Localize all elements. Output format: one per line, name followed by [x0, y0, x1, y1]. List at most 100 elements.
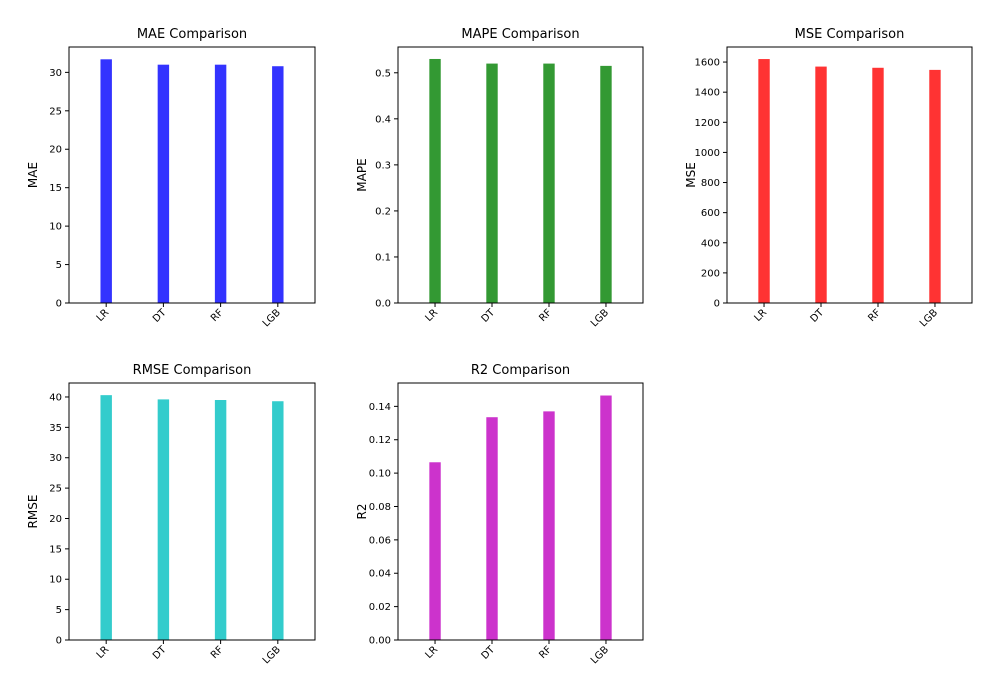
x-tick-label: LR [753, 307, 770, 324]
x-tick-label: LGB [589, 307, 611, 329]
x-tick-label: LGB [261, 644, 283, 666]
bar-dt [815, 66, 827, 303]
bar-rf [543, 411, 555, 640]
y-tick-label: 0.00 [369, 636, 391, 647]
y-tick-label: 1200 [695, 118, 720, 129]
x-tick-label: DT [151, 307, 169, 325]
x-tick-label: LR [95, 307, 112, 324]
y-tick-label: 0.4 [375, 114, 391, 125]
y-tick-label: 30 [49, 68, 62, 79]
y-axis-label: MSE [684, 162, 698, 188]
bar-lr [100, 395, 112, 640]
x-tick-label: DT [480, 644, 498, 662]
y-axis-label: MAE [26, 162, 40, 188]
chart-panel-1: 0.0 0.1 0.2 0.3 0.4 0.5 LR DT RF LGB MAPE Comparis… [355, 27, 644, 329]
x-tick-label: RF [209, 307, 226, 324]
y-tick-label: 0 [56, 299, 62, 310]
y-tick-label: 10 [49, 222, 62, 233]
x-tick-label: LR [95, 644, 112, 661]
axes-frame [397, 382, 644, 641]
y-tick-label: 10 [49, 575, 62, 586]
y-tick-label: 0.0 [375, 299, 391, 310]
bar-lr [429, 58, 441, 303]
bar-dt [486, 417, 498, 640]
x-tick-label: RF [866, 307, 883, 324]
bar-lr [758, 59, 770, 303]
y-axis-label: MAPE [355, 158, 369, 191]
chart-panel-2: 0 200 400 600 800 1000 1200 1400 1600 LR DT RF LGB MS… [684, 27, 973, 329]
y-tick-label: 0.08 [369, 502, 391, 513]
y-tick-label: 35 [49, 423, 62, 434]
y-tick-label: 1000 [695, 148, 720, 159]
y-tick-label: 25 [49, 484, 62, 495]
bar-lgb [272, 401, 284, 640]
y-tick-label: 0.14 [369, 402, 391, 413]
y-tick-label: 0.12 [369, 435, 391, 446]
x-tick-label: LR [424, 307, 441, 324]
bar-dt [157, 64, 170, 304]
y-tick-label: 0.3 [375, 160, 391, 171]
y-tick-label: 400 [701, 238, 720, 249]
y-tick-label: 30 [49, 453, 62, 464]
bar-rf [214, 400, 227, 640]
y-tick-label: 1400 [695, 88, 720, 99]
x-tick-label: RF [537, 307, 554, 324]
y-tick-label: 15 [49, 183, 62, 194]
y-axis-label: RMSE [26, 495, 40, 529]
axes-frame [726, 46, 973, 304]
x-tick-label: RF [209, 644, 226, 661]
bar-lgb [929, 69, 941, 303]
y-tick-label: 0.04 [369, 569, 391, 580]
bar-lr [100, 59, 112, 303]
x-tick-label: DT [480, 307, 498, 325]
x-tick-label: LR [424, 644, 441, 661]
bar-dt [486, 63, 498, 303]
bar-lgb [272, 66, 284, 303]
y-tick-label: 20 [49, 145, 62, 156]
y-tick-label: 5 [56, 605, 62, 616]
x-tick-label: DT [809, 307, 827, 325]
y-tick-label: 200 [701, 268, 720, 279]
y-tick-label: 40 [49, 392, 62, 403]
y-tick-label: 800 [701, 178, 720, 189]
y-tick-label: 25 [49, 106, 62, 117]
y-tick-label: 5 [56, 260, 62, 271]
chart-panel-3: 0 5 10 15 20 25 30 35 40 LR DT RF LGB RMSE Comparison… [26, 363, 316, 666]
chart-panel-4: 0.00 0.02 0.04 0.06 0.08 0.10 0.12 0.14 LR DT RF LG… [355, 363, 644, 666]
x-tick-label: LGB [918, 307, 940, 329]
x-tick-label: RF [537, 644, 554, 661]
y-tick-label: 20 [49, 514, 62, 525]
y-tick-label: 0.02 [369, 602, 391, 613]
chart-title: MAPE Comparison [461, 27, 579, 42]
y-tick-label: 0.5 [375, 68, 391, 79]
y-axis-label: R2 [355, 504, 369, 520]
y-tick-label: 15 [49, 544, 62, 555]
bar-lgb [600, 65, 612, 303]
y-tick-label: 0 [714, 299, 720, 310]
x-tick-label: LGB [589, 644, 611, 666]
y-tick-label: 0.10 [369, 469, 391, 480]
axes-frame [397, 46, 644, 304]
chart-title: MAE Comparison [137, 27, 247, 42]
y-tick-label: 0.1 [375, 252, 391, 263]
bar-rf [214, 64, 227, 304]
y-tick-label: 0.06 [369, 535, 391, 546]
chart-title: RMSE Comparison [133, 363, 252, 378]
bar-lr [429, 462, 441, 640]
x-tick-label: DT [151, 644, 169, 662]
y-tick-label: 600 [701, 208, 720, 219]
chart-title: MSE Comparison [795, 27, 905, 42]
axes-frame [68, 46, 316, 304]
bar-lgb [600, 395, 612, 640]
y-tick-label: 1600 [695, 58, 720, 69]
bar-rf [543, 63, 555, 303]
axes-frame [68, 382, 316, 641]
chart-panel-0: 0 5 10 15 20 25 30 LR DT RF LGB MAE Comparison MAE [26, 27, 316, 329]
chart-title: R2 Comparison [471, 363, 570, 378]
y-tick-label: 0.2 [375, 206, 391, 217]
x-tick-label: LGB [261, 307, 283, 329]
bar-rf [872, 67, 884, 303]
bar-dt [157, 399, 170, 640]
y-tick-label: 0 [56, 636, 62, 647]
